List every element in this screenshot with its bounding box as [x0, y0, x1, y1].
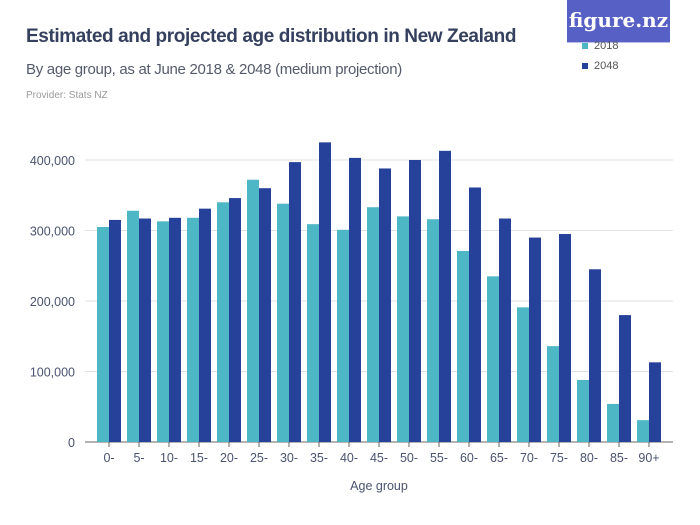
bar-2048-60- — [469, 187, 481, 442]
bar-2048-70- — [529, 237, 541, 442]
x-tick-label: 30- — [280, 451, 298, 465]
x-tick-label: 25- — [250, 451, 268, 465]
x-tick-label: 65- — [490, 451, 508, 465]
bar-2048-5- — [139, 218, 151, 442]
x-tick-label: 40- — [340, 451, 358, 465]
provider-label: Provider: Stats NZ — [26, 90, 108, 101]
x-tick-label: 45- — [370, 451, 388, 465]
bar-2018-35- — [307, 224, 319, 442]
bar-2048-15- — [199, 208, 211, 442]
bar-2018-50- — [397, 216, 409, 442]
bar-2048-85- — [619, 315, 631, 442]
bar-2018-90+ — [637, 420, 649, 442]
bar-2018-10- — [157, 221, 169, 442]
y-tick-label: 100,000 — [30, 366, 75, 380]
bar-2018-15- — [187, 217, 199, 442]
x-tick-label: 60- — [460, 451, 478, 465]
bar-2048-10- — [169, 217, 181, 442]
bar-2048-40- — [349, 157, 361, 442]
bar-2018-55- — [427, 219, 439, 442]
legend-swatch-2018 — [582, 43, 588, 49]
bar-2018-65- — [487, 276, 499, 442]
bar-2018-5- — [127, 210, 139, 442]
x-axis-label: Age group — [350, 479, 408, 493]
y-tick-label: 400,000 — [30, 154, 75, 168]
bar-2048-80- — [589, 269, 601, 442]
bar-2048-35- — [319, 142, 331, 442]
x-tick-label: 80- — [580, 451, 598, 465]
legend-label: 2048 — [594, 60, 619, 72]
x-tick-label: 0- — [103, 451, 114, 465]
bar-2018-75- — [547, 346, 559, 442]
x-tick-label: 85- — [610, 451, 628, 465]
chart-subtitle: By age group, as at June 2018 & 2048 (me… — [26, 61, 402, 78]
figure-nz-logo[interactable]: figure.nz — [567, 0, 670, 43]
legend-item-2018: 2018 — [582, 40, 618, 52]
legend-item-2048: 2048 — [582, 60, 618, 72]
bar-2048-25- — [259, 188, 271, 442]
x-tick-label: 50- — [400, 451, 418, 465]
bar-2048-90+ — [649, 362, 661, 442]
bar-2048-0- — [109, 219, 121, 442]
bar-2018-25- — [247, 179, 259, 443]
x-tick-label: 5- — [133, 451, 144, 465]
bar-2018-60- — [457, 250, 469, 442]
x-tick-label: 55- — [430, 451, 448, 465]
bar-2018-30- — [277, 203, 289, 442]
x-tick-label: 35- — [310, 451, 328, 465]
bar-2018-80- — [577, 379, 589, 442]
y-tick-label: 200,000 — [30, 295, 75, 309]
bar-2048-45- — [379, 168, 391, 442]
y-tick-label: 300,000 — [30, 225, 75, 239]
legend-label: 2018 — [594, 40, 619, 52]
bar-2018-70- — [517, 307, 529, 442]
bar-2048-65- — [499, 218, 511, 442]
y-tick-label: 0 — [68, 436, 75, 450]
bar-2018-40- — [337, 229, 349, 442]
bar-2018-85- — [607, 403, 619, 442]
bar-2048-75- — [559, 234, 571, 442]
bar-2018-20- — [217, 202, 229, 442]
x-tick-label: 75- — [550, 451, 568, 465]
x-tick-label: 15- — [190, 451, 208, 465]
bar-2018-45- — [367, 207, 379, 442]
bar-2048-50- — [409, 160, 421, 442]
x-tick-label: 20- — [220, 451, 238, 465]
chart-title: Estimated and projected age distribution… — [26, 26, 517, 47]
legend-swatch-2048 — [582, 63, 588, 69]
bar-2048-20- — [229, 198, 241, 442]
x-tick-label: 70- — [520, 451, 538, 465]
bar-2018-0- — [97, 226, 109, 442]
x-tick-label: 10- — [160, 451, 178, 465]
bar-2048-55- — [439, 150, 451, 442]
bar-2048-30- — [289, 162, 301, 443]
x-tick-label: 90+ — [638, 451, 659, 465]
